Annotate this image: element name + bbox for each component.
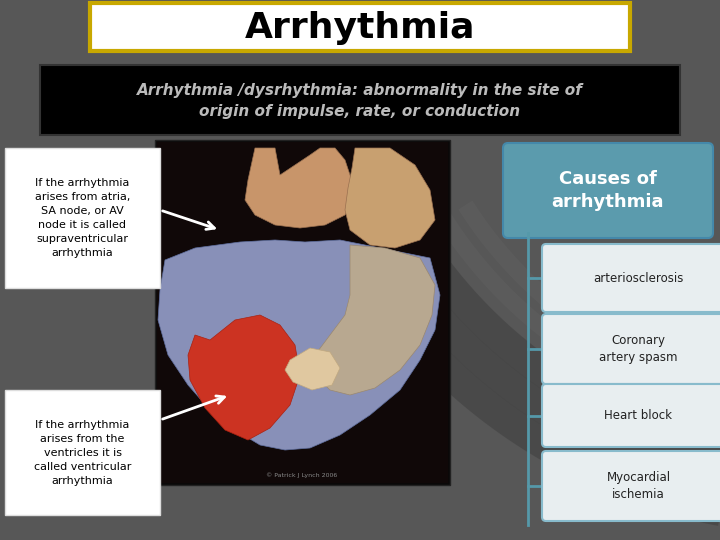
Polygon shape xyxy=(285,348,340,390)
FancyBboxPatch shape xyxy=(5,148,160,288)
Polygon shape xyxy=(158,240,440,450)
Text: © Patrick J Lynch 2006: © Patrick J Lynch 2006 xyxy=(266,472,338,478)
Text: Causes of
arrhythmia: Causes of arrhythmia xyxy=(552,170,665,211)
FancyBboxPatch shape xyxy=(542,451,720,521)
Text: Arrhythmia /dysrhythmia: abnormality in the site of
origin of impulse, rate, or : Arrhythmia /dysrhythmia: abnormality in … xyxy=(137,83,583,119)
FancyBboxPatch shape xyxy=(542,314,720,384)
FancyBboxPatch shape xyxy=(157,142,448,483)
Polygon shape xyxy=(188,315,300,440)
Text: arteriosclerosis: arteriosclerosis xyxy=(593,272,684,285)
FancyBboxPatch shape xyxy=(90,3,630,51)
Text: Myocardial
ischemia: Myocardial ischemia xyxy=(606,471,670,501)
Polygon shape xyxy=(245,148,355,228)
Text: Heart block: Heart block xyxy=(605,409,672,422)
FancyBboxPatch shape xyxy=(40,65,680,135)
FancyBboxPatch shape xyxy=(503,143,713,238)
Text: Coronary
artery spasm: Coronary artery spasm xyxy=(599,334,678,364)
FancyBboxPatch shape xyxy=(542,244,720,312)
FancyBboxPatch shape xyxy=(5,390,160,515)
Polygon shape xyxy=(315,245,435,395)
Text: If the arrhythmia
arises from the
ventricles it is
called ventricular
arrhythmia: If the arrhythmia arises from the ventri… xyxy=(34,420,131,485)
FancyBboxPatch shape xyxy=(155,140,450,485)
Polygon shape xyxy=(345,148,435,248)
FancyBboxPatch shape xyxy=(542,384,720,447)
Text: If the arrhythmia
arises from atria,
SA node, or AV
node it is called
supraventr: If the arrhythmia arises from atria, SA … xyxy=(35,178,130,258)
Text: Arrhythmia: Arrhythmia xyxy=(245,11,475,45)
